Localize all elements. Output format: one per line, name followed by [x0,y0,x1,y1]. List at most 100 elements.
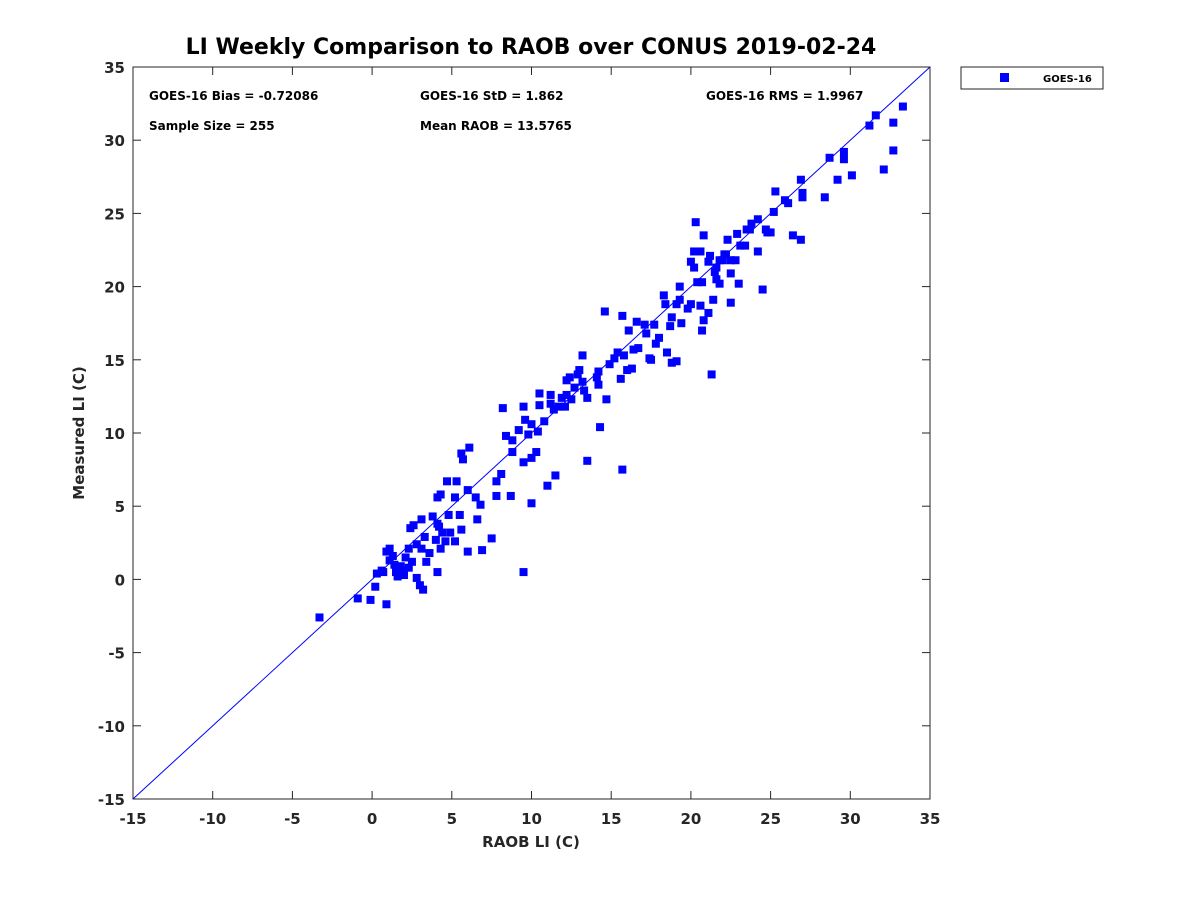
data-point [519,458,528,467]
data-point [677,319,686,328]
data-point [839,147,848,156]
data-point [825,153,834,162]
data-point [733,229,742,238]
data-point [833,175,842,184]
data-point [699,316,708,325]
x-tick-label: 25 [760,810,781,828]
data-point [514,426,523,435]
x-tick-label: 10 [521,810,542,828]
data-point [618,311,627,320]
data-point [704,308,713,317]
data-point [385,556,394,565]
data-point [393,572,402,581]
data-point [686,300,695,309]
data-point [527,420,536,429]
data-point [594,367,603,376]
data-point [696,247,705,256]
data-point [796,235,805,244]
data-point [399,571,408,580]
legend: GOES-16 [960,66,1104,90]
data-point [651,339,660,348]
data-point [457,525,466,534]
data-point [766,228,775,237]
data-point [865,121,874,130]
data-point [463,547,472,556]
data-point [726,256,735,265]
data-point [478,546,487,555]
data-point [379,568,388,577]
data-point [707,370,716,379]
data-point [600,307,609,316]
data-point [407,557,416,566]
legend-marker-square [1000,73,1009,82]
x-tick-label: 30 [840,810,861,828]
legend-box [960,66,1104,90]
data-point [521,415,530,424]
data-point [371,582,380,591]
data-point [412,573,421,582]
data-point [693,278,702,287]
data-point [731,256,740,265]
data-point [698,278,707,287]
data-point [667,313,676,322]
data-point [659,291,668,300]
data-point [696,301,705,310]
data-point [647,355,656,364]
y-tick-label: 25 [104,205,125,223]
data-point [879,165,888,174]
data-point [535,389,544,398]
data-point [718,256,727,265]
data-point [662,348,671,357]
y-tick-label: 15 [104,352,125,370]
data-point [575,366,584,375]
data-point [415,581,424,590]
data-point [871,111,880,120]
data-point [492,491,501,500]
data-point [769,207,778,216]
data-point [567,395,576,404]
data-point [527,453,536,462]
data-point [602,395,611,404]
data-point [372,569,381,578]
data-point [642,329,651,338]
data-point [435,522,444,531]
x-tick-label: -10 [199,810,226,828]
data-point [592,373,601,382]
data-point [425,549,434,558]
data-point [594,380,603,389]
data-point [444,510,453,519]
data-point [433,568,442,577]
data-point [506,491,515,500]
x-axis-label: RAOB LI (C) [482,833,580,851]
data-point [535,401,544,410]
data-point [699,231,708,240]
data-point [726,298,735,307]
data-point [422,557,431,566]
data-point [616,374,625,383]
chart-title: LI Weekly Comparison to RAOB over CONUS … [186,35,877,60]
data-point [524,430,533,439]
data-point [624,326,633,335]
data-point [712,275,721,284]
data-point [431,535,440,544]
data-point [605,360,614,369]
data-point [758,285,767,294]
data-point [698,326,707,335]
data-point [796,175,805,184]
data-point [889,118,898,127]
data-point [839,155,848,164]
y-tick-label: -5 [108,645,125,663]
data-point [798,188,807,197]
data-point [690,247,699,256]
data-point [476,500,485,509]
data-point [666,322,675,331]
data-point [661,300,670,309]
data-point [618,465,627,474]
data-point [549,405,558,414]
data-point [436,544,445,553]
data-point [543,481,552,490]
x-tick-label: 20 [680,810,701,828]
data-point [632,317,641,326]
data-point [487,534,496,543]
data-point [438,528,447,537]
